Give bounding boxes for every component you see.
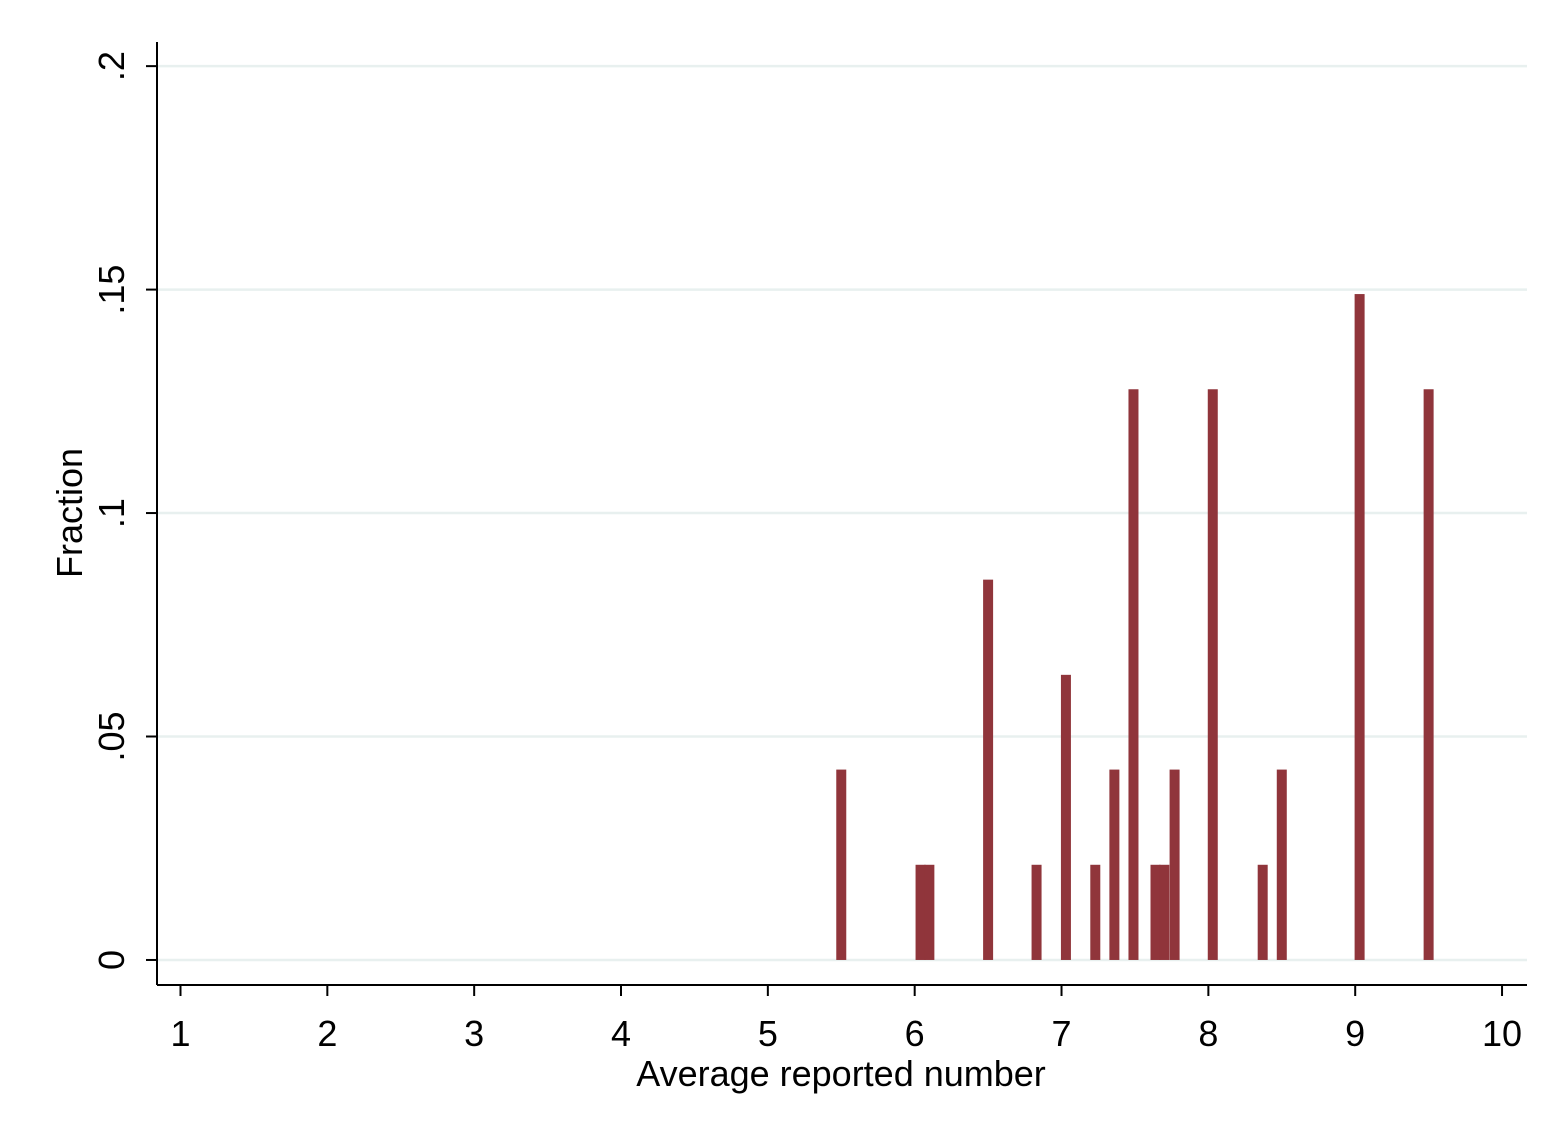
y-tick-label: .2 xyxy=(91,51,132,81)
x-tick-label: 3 xyxy=(464,1013,484,1054)
bar xyxy=(1257,864,1268,960)
bar xyxy=(1031,864,1042,960)
x-tick-label: 1 xyxy=(170,1013,190,1054)
y-tick-label: .1 xyxy=(91,498,132,528)
y-tick-label: 0 xyxy=(91,950,132,970)
y-tick-label: .05 xyxy=(91,711,132,761)
bar xyxy=(924,864,935,960)
x-tick-label: 7 xyxy=(1052,1013,1072,1054)
x-tick-label: 8 xyxy=(1198,1013,1218,1054)
bar xyxy=(1159,864,1170,960)
bar xyxy=(1423,389,1434,960)
bar xyxy=(1150,864,1161,960)
bar xyxy=(1109,769,1120,960)
y-tick-label: .15 xyxy=(91,265,132,315)
y-axis-title: Fraction xyxy=(49,448,90,578)
bar xyxy=(1169,769,1180,960)
bar xyxy=(1060,674,1071,960)
bar xyxy=(1090,864,1101,960)
x-tick-label: 4 xyxy=(611,1013,631,1054)
bar xyxy=(1128,389,1139,960)
x-tick-label: 10 xyxy=(1482,1013,1522,1054)
x-tick-label: 6 xyxy=(905,1013,925,1054)
bar xyxy=(983,579,994,960)
x-tick-label: 2 xyxy=(317,1013,337,1054)
bar xyxy=(915,864,926,960)
bar xyxy=(836,769,847,960)
x-axis-title: Average reported number xyxy=(636,1053,1046,1094)
x-tick-label: 5 xyxy=(758,1013,778,1054)
bar xyxy=(1207,389,1218,960)
bar xyxy=(1276,769,1287,960)
bar xyxy=(1354,294,1365,960)
x-tick-label: 9 xyxy=(1345,1013,1365,1054)
